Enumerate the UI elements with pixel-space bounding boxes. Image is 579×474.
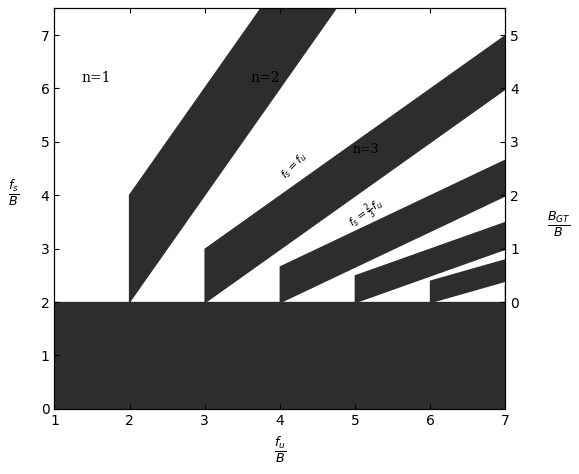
Text: Nyquist rate : $f_s=2f_u$: Nyquist rate : $f_s=2f_u$ — [127, 59, 200, 161]
Text: $f_s=\frac{2}{3}f_u$: $f_s=\frac{2}{3}f_u$ — [344, 194, 388, 234]
Y-axis label: $\frac{f_s}{B}$: $\frac{f_s}{B}$ — [8, 178, 20, 209]
Text: n=3: n=3 — [353, 143, 379, 156]
Text: n=2: n=2 — [250, 71, 280, 85]
Text: n=1: n=1 — [81, 71, 111, 85]
Y-axis label: $\frac{B_{GT}}{B}$: $\frac{B_{GT}}{B}$ — [547, 209, 571, 238]
Text: $f_s=f_u$: $f_s=f_u$ — [278, 149, 311, 182]
X-axis label: $\frac{f_u}{B}$: $\frac{f_u}{B}$ — [273, 435, 286, 465]
